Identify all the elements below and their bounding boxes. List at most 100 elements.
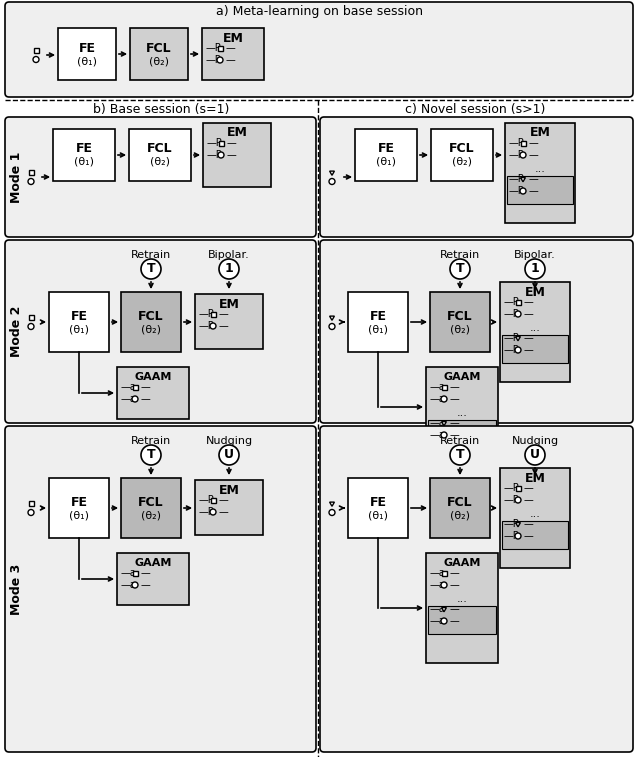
Text: —P: —P: [509, 138, 525, 148]
Circle shape: [329, 323, 335, 329]
Text: —: —: [141, 382, 151, 392]
Bar: [211, 311, 216, 316]
Text: (θ₁): (θ₁): [368, 510, 388, 520]
Bar: [29, 170, 33, 175]
Text: T: T: [456, 448, 464, 462]
Text: (θ₁): (θ₁): [376, 157, 396, 167]
Text: GAAM: GAAM: [444, 558, 481, 568]
Bar: [203, 123, 271, 187]
Circle shape: [28, 323, 34, 329]
Text: —P: —P: [504, 345, 520, 355]
FancyBboxPatch shape: [5, 240, 316, 423]
Text: Retrain: Retrain: [440, 250, 480, 260]
Text: —: —: [524, 345, 534, 355]
Text: —: —: [450, 394, 460, 404]
Text: —: —: [529, 186, 539, 196]
Text: —P: —P: [206, 43, 221, 53]
Text: Mode 3: Mode 3: [10, 563, 22, 615]
Bar: [442, 571, 447, 575]
Circle shape: [28, 509, 34, 516]
Bar: [121, 478, 181, 538]
Text: (θ₂): (θ₂): [452, 157, 472, 167]
Text: FCL: FCL: [146, 42, 172, 55]
Bar: [33, 48, 38, 53]
Text: —P: —P: [509, 150, 525, 160]
Text: —: —: [524, 483, 534, 493]
Text: —: —: [450, 604, 460, 614]
Text: FE: FE: [369, 496, 387, 509]
Text: EM: EM: [227, 126, 248, 139]
Text: —: —: [529, 138, 539, 148]
FancyBboxPatch shape: [320, 117, 633, 237]
Text: —P: —P: [509, 174, 525, 184]
Text: Retrain: Retrain: [440, 436, 480, 446]
Bar: [502, 521, 568, 549]
Circle shape: [441, 396, 447, 402]
Circle shape: [441, 432, 447, 438]
Bar: [428, 420, 496, 448]
Text: —: —: [529, 150, 539, 160]
Text: FCL: FCL: [138, 310, 164, 322]
Bar: [129, 129, 191, 181]
Text: —P: —P: [199, 495, 215, 505]
Text: —a: —a: [430, 604, 445, 614]
Text: —a: —a: [121, 382, 137, 392]
Bar: [428, 606, 496, 634]
Text: EM: EM: [525, 472, 545, 484]
Text: —P: —P: [207, 138, 223, 148]
Bar: [430, 478, 490, 538]
Text: ...: ...: [529, 509, 540, 519]
Text: —P: —P: [206, 55, 221, 65]
Bar: [426, 367, 498, 447]
Text: ...: ...: [456, 594, 467, 604]
Text: GAAM: GAAM: [444, 372, 481, 382]
FancyBboxPatch shape: [5, 2, 633, 97]
Text: —a: —a: [430, 418, 445, 428]
Text: EM: EM: [529, 126, 550, 139]
Text: GAAM: GAAM: [134, 372, 172, 382]
Text: (θ₂): (θ₂): [450, 324, 470, 334]
FancyBboxPatch shape: [320, 426, 633, 752]
Bar: [130, 28, 188, 80]
Bar: [117, 367, 189, 419]
Text: FCL: FCL: [147, 142, 173, 155]
Circle shape: [525, 259, 545, 279]
Text: (θ₂): (θ₂): [149, 56, 169, 66]
Circle shape: [218, 152, 224, 158]
Text: FE: FE: [79, 42, 95, 55]
Text: —P: —P: [207, 150, 223, 160]
Text: (θ₁): (θ₁): [69, 510, 89, 520]
Circle shape: [515, 533, 521, 539]
Circle shape: [210, 509, 216, 515]
Text: FCL: FCL: [447, 310, 473, 322]
Text: —P: —P: [199, 309, 215, 319]
FancyBboxPatch shape: [320, 240, 633, 423]
Bar: [195, 294, 263, 349]
Bar: [348, 478, 408, 538]
Bar: [515, 300, 520, 304]
Text: (θ₂): (θ₂): [450, 510, 470, 520]
FancyBboxPatch shape: [5, 426, 316, 752]
Text: Bipolar.: Bipolar.: [208, 250, 250, 260]
Text: —: —: [524, 333, 534, 343]
Bar: [117, 553, 189, 605]
Text: —a: —a: [121, 580, 137, 590]
Text: —P: —P: [504, 483, 520, 493]
Circle shape: [33, 57, 39, 63]
Text: ...: ...: [529, 323, 540, 333]
FancyBboxPatch shape: [5, 117, 316, 237]
Text: EM: EM: [219, 484, 239, 497]
Circle shape: [28, 179, 34, 185]
Text: —a: —a: [430, 394, 445, 404]
Text: 1: 1: [531, 263, 540, 276]
Text: FE: FE: [378, 142, 394, 155]
Bar: [132, 571, 138, 575]
Text: —: —: [524, 495, 534, 505]
Text: (θ₁): (θ₁): [368, 324, 388, 334]
Bar: [58, 28, 116, 80]
Bar: [505, 123, 575, 223]
Circle shape: [219, 445, 239, 465]
Text: —: —: [219, 495, 228, 505]
Circle shape: [515, 497, 521, 503]
Text: (θ₁): (θ₁): [69, 324, 89, 334]
